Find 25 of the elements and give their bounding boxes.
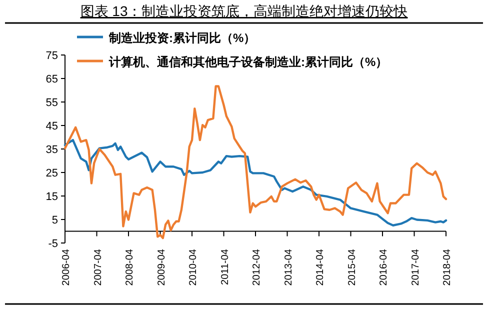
x-tick-label: 2009-04 <box>156 248 168 286</box>
x-tick-label: 2016-04 <box>378 248 390 286</box>
y-tick-label: 55 <box>46 97 58 109</box>
x-tick-label: 2014-04 <box>315 248 326 286</box>
x-tick-label: 2017-04 <box>410 248 422 286</box>
y-tick-label: 5 <box>52 214 58 226</box>
y-tick-label: 25 <box>46 168 58 180</box>
legend-label: 计算机、通信和其他电子设备制造业:累计同比（%） <box>108 55 388 69</box>
y-tick-label: 75 <box>46 50 58 62</box>
x-tick-label: 2007-04 <box>92 248 104 286</box>
x-tick-label: 2018-04 <box>442 248 453 286</box>
x-tick-label: 2010-04 <box>188 248 199 286</box>
y-tick-label: 35 <box>46 144 58 156</box>
x-tick-label: 2006-04 <box>61 248 72 286</box>
x-tick-label: 2015-04 <box>346 248 358 286</box>
x-tick-label: 2012-04 <box>252 248 262 286</box>
x-tick-label: 2011-04 <box>220 248 231 285</box>
y-tick-label: 15 <box>46 191 58 203</box>
x-tick-label: 2008-04 <box>124 248 136 286</box>
title: 图表 13：制造业投资筑底，高端制造绝对增速仍较快 <box>80 3 408 19</box>
y-tick-label: 45 <box>46 120 58 132</box>
y-tick-label: -5 <box>48 238 58 250</box>
y-tick-label: 65 <box>46 74 58 86</box>
x-tick-label: 2013-04 <box>283 248 294 286</box>
legend-label: 制造业投资:累计同比（%） <box>108 31 256 45</box>
